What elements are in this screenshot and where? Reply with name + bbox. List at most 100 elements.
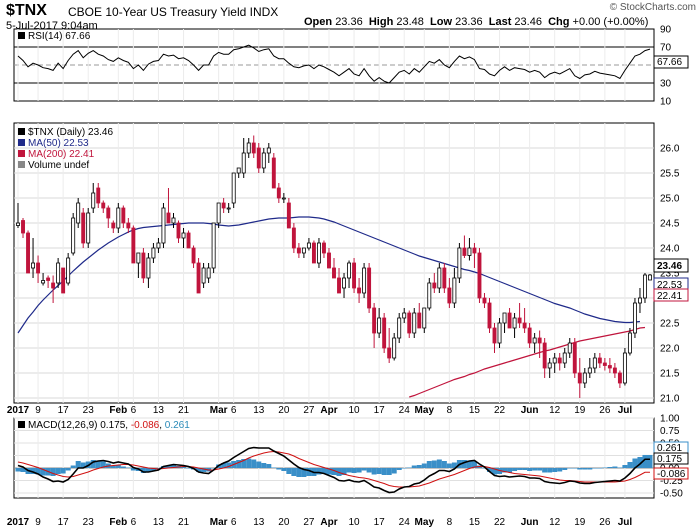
macd-histogram-bar: [181, 467, 187, 468]
candle-body: [352, 262, 357, 289]
candle-body: [221, 202, 226, 209]
candle-body: [156, 242, 161, 249]
macd-histogram-bar: [431, 460, 437, 468]
candle-body: [397, 317, 402, 339]
macd-histogram-bar: [396, 468, 402, 470]
macd-histogram-bar: [65, 468, 71, 471]
ticker-symbol: $TNX: [6, 2, 47, 19]
candle-body: [126, 222, 131, 229]
candle-body: [497, 322, 502, 344]
candle-body: [181, 232, 186, 239]
x-tick-label: Mar: [210, 405, 228, 416]
candle-body: [246, 142, 251, 154]
macd-histogram-bar: [341, 468, 347, 475]
rsi-tick-label: 10: [660, 97, 672, 108]
macd-histogram-bar: [125, 467, 131, 468]
candle-body: [442, 267, 447, 289]
macd-histogram-bar: [246, 458, 252, 468]
candle-body: [567, 342, 572, 354]
candle-body: [643, 274, 647, 299]
candle-body: [91, 192, 96, 209]
x-tick-label: 15: [469, 517, 481, 528]
x-tick-label: 20: [278, 405, 290, 416]
macd-histogram-bar: [226, 462, 232, 468]
x-tick-label: 9: [35, 405, 41, 416]
candle-body: [627, 332, 632, 354]
candle-body: [226, 207, 231, 210]
macd-legend-v2: -0.086: [131, 420, 160, 431]
candle-body: [612, 367, 617, 374]
candle-body: [537, 337, 542, 344]
candle-body: [347, 262, 352, 279]
macd-legend-text: MACD(12,26,9) 0.175, -0.086, 0.261: [28, 420, 190, 431]
candle-body: [16, 222, 20, 226]
ma50-tag-text: 22.53: [657, 280, 682, 291]
candle-body: [617, 372, 622, 384]
macd-histogram-bar: [471, 461, 477, 468]
macd-histogram-bar: [451, 462, 457, 468]
candle-body: [236, 167, 241, 174]
x-tick-label: 20: [278, 517, 290, 528]
macd-tick-label: 0.75: [660, 426, 680, 437]
macd-legend: MACD(12,26,9) 0.175, -0.086, 0.261: [18, 420, 190, 431]
x-tick-label: 10: [349, 405, 361, 416]
candle-body: [26, 232, 30, 274]
macd-histogram-bar: [622, 465, 628, 468]
price-tick-label: 21.0: [660, 394, 680, 405]
x-tick-label: May: [415, 517, 435, 528]
quote-summary: Open 23.36 High 23.48 Low 23.36 Last 23.…: [304, 16, 648, 28]
macd-histogram-bar: [100, 461, 106, 468]
macd-histogram-bar: [481, 468, 487, 469]
candle-body: [66, 257, 71, 284]
macd-histogram-bar: [371, 468, 377, 475]
macd-histogram-bar: [221, 463, 227, 468]
x-tick-label: 6: [131, 517, 137, 528]
axis-layer: 26.025.525.024.524.023.523.022.522.021.5…: [7, 25, 683, 529]
candle-body: [462, 247, 467, 256]
macd-histogram-bar: [577, 468, 583, 470]
candle-body: [71, 217, 76, 254]
macd-histogram-bar: [211, 468, 217, 469]
candle-body: [492, 327, 497, 344]
candle-body: [337, 277, 341, 294]
rsi-legend-swatch: [18, 32, 25, 39]
macd-histogram-bar: [522, 468, 528, 470]
candle-body: [532, 337, 537, 344]
x-tick-label: 22: [494, 517, 506, 528]
macd-histogram-bar: [537, 468, 543, 471]
macd-histogram-bar: [637, 457, 643, 468]
macd-histogram-bar: [296, 468, 302, 477]
macd-legend-prefix: MACD(12,26,9): [28, 420, 97, 431]
candle-body: [632, 302, 637, 334]
volume-legend-swatch: [18, 161, 25, 168]
rsi-tick-label: 90: [660, 25, 672, 36]
macd-histogram-bar: [572, 468, 578, 469]
candle-body: [216, 202, 221, 224]
macd-histogram-bar: [642, 454, 648, 468]
candle-body: [407, 312, 412, 334]
macd-histogram-bar: [351, 468, 357, 473]
candle-body: [452, 277, 457, 304]
candle-body: [186, 232, 191, 249]
candle-body: [136, 252, 141, 264]
macd-histogram-bar: [547, 468, 553, 473]
low-label: Low: [430, 16, 453, 28]
candle-body: [261, 152, 266, 169]
candle-body: [357, 287, 362, 294]
x-tick-label: 24: [399, 405, 411, 416]
candle-body: [622, 352, 627, 384]
macd-histogram-bar: [486, 468, 492, 472]
x-tick-label: 17: [58, 405, 70, 416]
macd-histogram-bar: [301, 468, 307, 477]
macd-histogram-bar: [376, 468, 382, 474]
macd-histogram-bar: [55, 468, 61, 474]
high-label: High: [368, 16, 394, 28]
candle-body: [151, 247, 156, 259]
ma50-line: [17, 216, 641, 334]
macd-histogram-bar: [130, 468, 136, 471]
macd-tick-label: 1.00: [660, 414, 680, 425]
x-tick-label: 27: [303, 405, 315, 416]
macd-histogram-bar: [70, 465, 76, 468]
x-tick-label: 19: [574, 405, 586, 416]
